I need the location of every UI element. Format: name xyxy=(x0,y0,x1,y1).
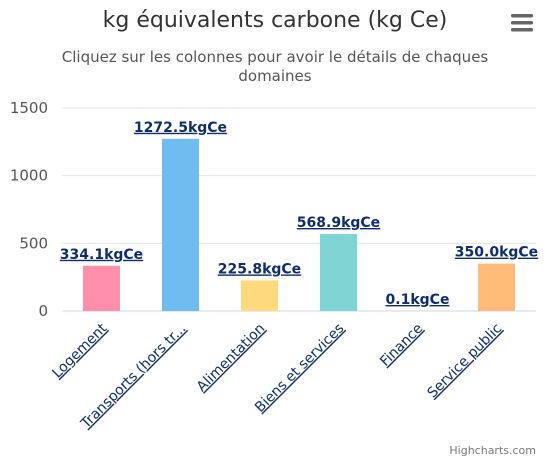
data-label-1[interactable]: 1272.5kgCe xyxy=(134,120,227,136)
chart-subtitle-line-1: Cliquez sur les colonnes pour avoir le d… xyxy=(62,48,489,66)
bar-3[interactable] xyxy=(320,234,357,311)
chart-subtitle-line-2: domaines xyxy=(238,67,311,85)
x-category-label-5[interactable]: Service public xyxy=(424,321,505,402)
data-label-2[interactable]: 225.8kgCe xyxy=(218,261,301,277)
y-tick-label: 1000 xyxy=(10,167,48,185)
bar-0[interactable] xyxy=(83,265,120,311)
y-tick-label: 500 xyxy=(19,234,48,252)
data-label-5[interactable]: 350.0kgCe xyxy=(455,245,538,261)
bar-1[interactable] xyxy=(162,138,199,311)
data-labels: 334.1kgCe 1272.5kgCe 225.8kgCe 568.9kgCe 0.1… xyxy=(60,120,538,308)
x-category-label-2[interactable]: Alimentation xyxy=(194,321,269,396)
grid-lines xyxy=(62,107,536,312)
credits-link[interactable]: Highcharts.com xyxy=(449,444,536,457)
bar-2[interactable] xyxy=(241,280,278,311)
y-tick-label: 0 xyxy=(38,302,48,320)
y-axis: 0 500 1000 1500 xyxy=(10,99,48,320)
bar-5[interactable] xyxy=(478,263,515,311)
hamburger-menu-icon[interactable] xyxy=(508,10,536,36)
x-category-label-0[interactable]: Logement xyxy=(49,320,110,381)
data-label-3[interactable]: 568.9kgCe xyxy=(297,215,380,231)
y-tick-label: 1500 xyxy=(10,99,48,117)
bar-series xyxy=(83,138,515,311)
data-label-4[interactable]: 0.1kgCe xyxy=(386,292,450,308)
x-category-label-4[interactable]: Finance xyxy=(377,321,426,370)
chart-title: kg équivalents carbone (kg Ce) xyxy=(103,8,448,33)
data-label-0[interactable]: 334.1kgCe xyxy=(60,247,143,263)
x-category-label-3[interactable]: Biens et services xyxy=(252,321,347,416)
